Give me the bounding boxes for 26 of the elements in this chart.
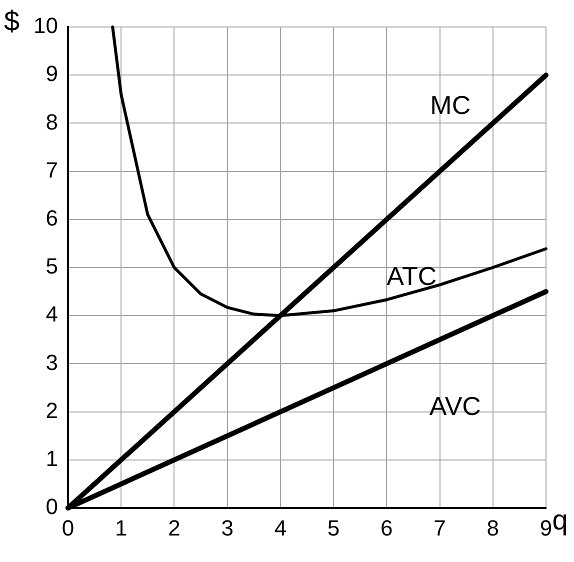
y-tick-label: 6 — [46, 205, 58, 230]
x-tick-label: 2 — [168, 515, 180, 540]
y-tick-label: 10 — [34, 13, 58, 38]
y-tick-label: 3 — [46, 350, 58, 375]
x-tick-label: 6 — [380, 515, 393, 540]
x-tick-label: 1 — [114, 515, 128, 540]
series-label: MC — [430, 90, 471, 120]
series-label: ATC — [386, 260, 437, 291]
x-tick-label: 4 — [274, 515, 287, 540]
y-tick-label: 2 — [46, 398, 58, 423]
y-tick-label: 4 — [46, 302, 58, 327]
x-tick-label: 9 — [540, 515, 552, 540]
y-axis-title: $ — [4, 6, 20, 37]
y-tick-label: 0 — [46, 494, 58, 520]
x-axis-title: q — [552, 504, 568, 536]
x-tick-label: 7 — [434, 515, 446, 540]
y-tick-label: 9 — [46, 61, 58, 86]
y-tick-label: 8 — [46, 109, 58, 134]
x-tick-label: 3 — [221, 515, 234, 540]
y-tick-label: 5 — [46, 254, 58, 279]
series-label: AVC — [429, 390, 481, 421]
x-tick-label: 0 — [62, 515, 74, 540]
y-tick-label: 7 — [46, 157, 58, 182]
x-tick-label: 5 — [327, 515, 340, 540]
x-tick-label: 8 — [486, 515, 500, 540]
y-tick-label: 1 — [46, 446, 58, 471]
